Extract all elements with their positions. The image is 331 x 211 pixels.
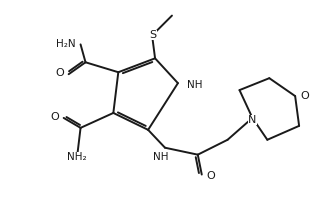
Text: O: O [55,68,64,78]
Text: N: N [248,115,257,125]
Text: S: S [150,30,157,41]
Text: O: O [207,170,215,181]
Text: NH: NH [187,80,202,90]
Text: NH: NH [153,152,169,162]
Text: O: O [300,91,309,101]
Text: O: O [50,112,59,122]
Text: NH₂: NH₂ [67,152,86,162]
Text: H₂N: H₂N [56,39,75,49]
